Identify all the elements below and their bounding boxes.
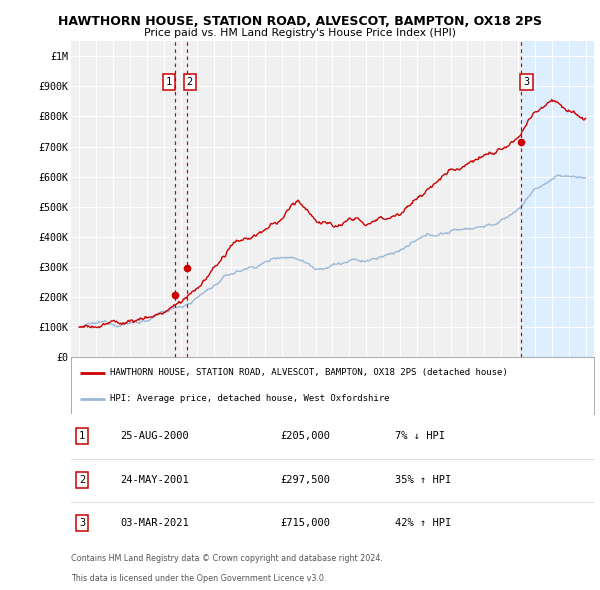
Text: 3: 3 <box>523 77 530 87</box>
Text: Price paid vs. HM Land Registry's House Price Index (HPI): Price paid vs. HM Land Registry's House … <box>144 28 456 38</box>
Text: HAWTHORN HOUSE, STATION ROAD, ALVESCOT, BAMPTON, OX18 2PS: HAWTHORN HOUSE, STATION ROAD, ALVESCOT, … <box>58 15 542 28</box>
Text: 25-AUG-2000: 25-AUG-2000 <box>121 431 189 441</box>
Text: 42% ↑ HPI: 42% ↑ HPI <box>395 518 451 528</box>
Text: £297,500: £297,500 <box>280 474 330 484</box>
Text: HAWTHORN HOUSE, STATION ROAD, ALVESCOT, BAMPTON, OX18 2PS (detached house): HAWTHORN HOUSE, STATION ROAD, ALVESCOT, … <box>110 368 508 377</box>
Text: 7% ↓ HPI: 7% ↓ HPI <box>395 431 445 441</box>
Text: HPI: Average price, detached house, West Oxfordshire: HPI: Average price, detached house, West… <box>110 394 389 404</box>
Text: £205,000: £205,000 <box>280 431 330 441</box>
Bar <box>521 41 594 357</box>
Text: 1: 1 <box>79 431 85 441</box>
Text: This data is licensed under the Open Government Licence v3.0.: This data is licensed under the Open Gov… <box>71 574 326 583</box>
Text: Contains HM Land Registry data © Crown copyright and database right 2024.: Contains HM Land Registry data © Crown c… <box>71 554 383 563</box>
Text: 1: 1 <box>166 77 172 87</box>
Text: 2: 2 <box>187 77 193 87</box>
Text: 35% ↑ HPI: 35% ↑ HPI <box>395 474 451 484</box>
Text: 2: 2 <box>79 474 85 484</box>
Text: 3: 3 <box>79 518 85 528</box>
Text: 03-MAR-2021: 03-MAR-2021 <box>121 518 189 528</box>
Text: 24-MAY-2001: 24-MAY-2001 <box>121 474 189 484</box>
Text: £715,000: £715,000 <box>280 518 330 528</box>
